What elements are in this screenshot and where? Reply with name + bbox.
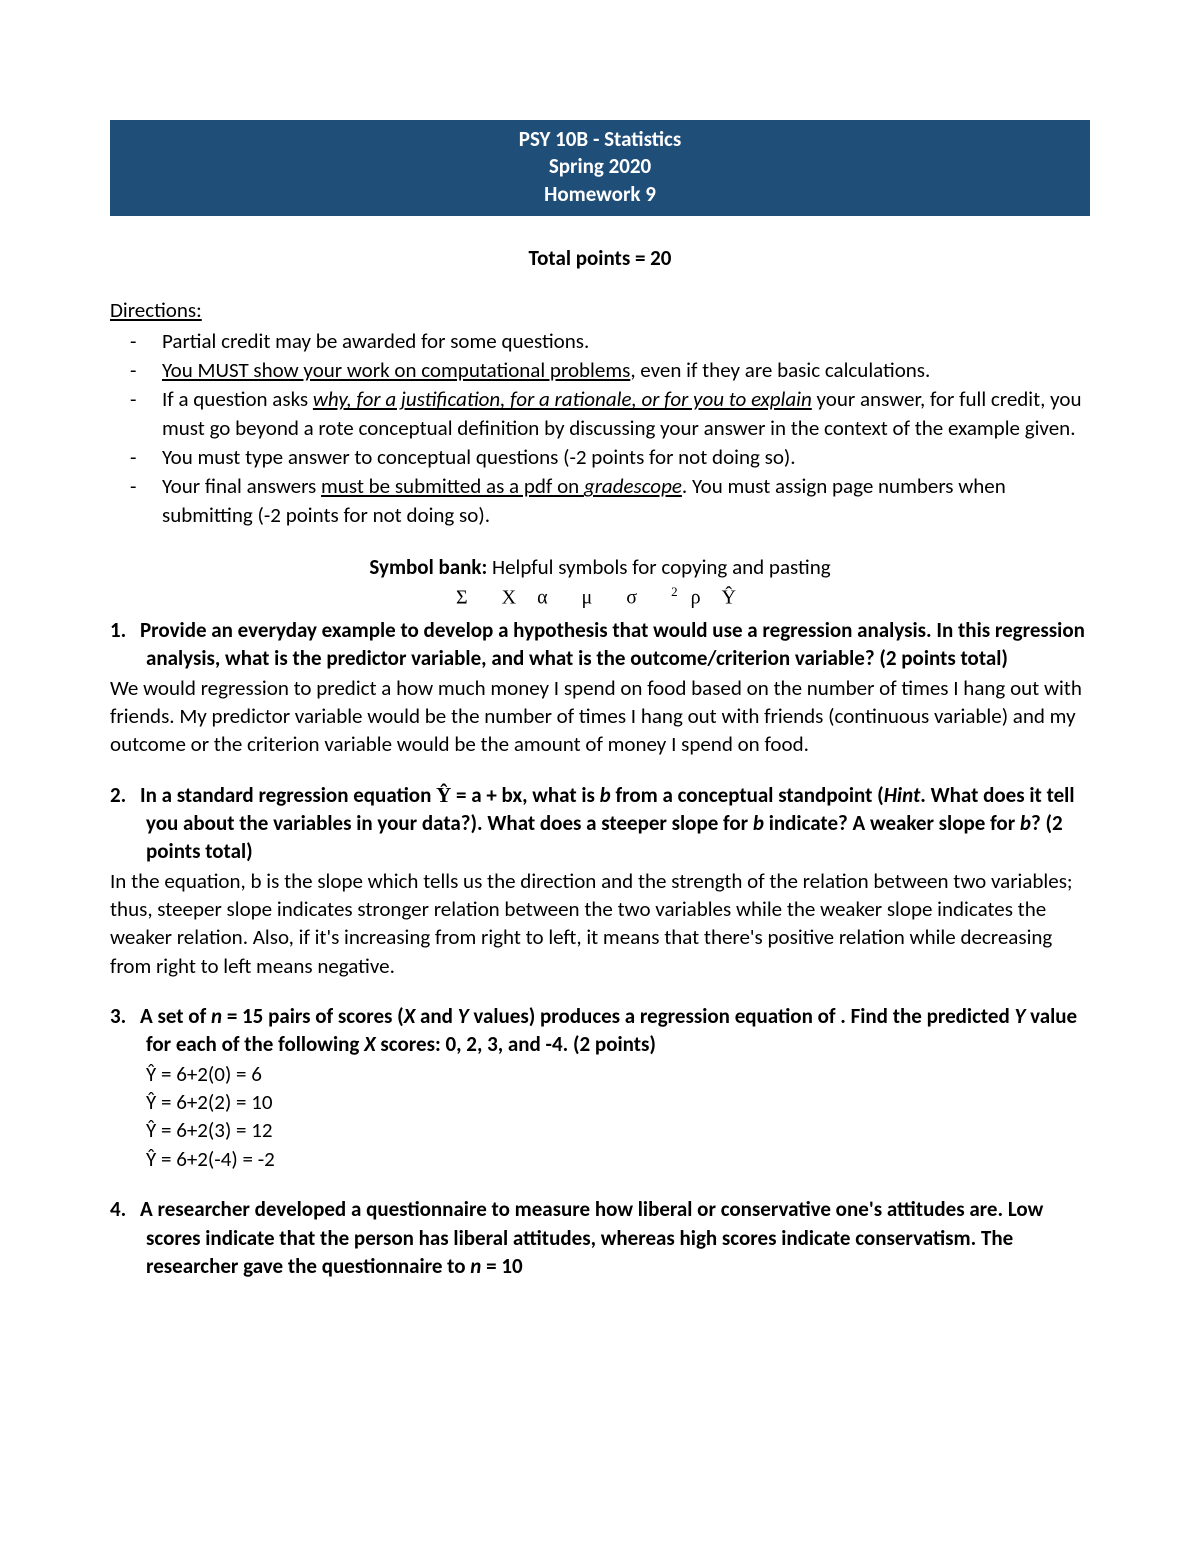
question-2-prompt-text: In a standard regression equation Ŷ = a … [140, 782, 1074, 865]
question-4-prompt-text: A researcher developed a questionnaire t… [140, 1196, 1043, 1279]
directions-heading: Directions: [110, 296, 1090, 324]
question-number: 4. [110, 1195, 140, 1223]
symbol-bank-symbols: Σ X α μ σ 2 ρ Ŷ [110, 583, 1090, 612]
direction-item: Your final answers must be submitted as … [146, 472, 1090, 529]
header-line-2: Spring 2020 [110, 153, 1090, 180]
question-number: 1. [110, 616, 140, 644]
calc-line: Ŷ = 6+2(2) = 10 [146, 1088, 1090, 1116]
calc-line: Ŷ = 6+2(-4) = -2 [146, 1145, 1090, 1173]
symbol-bank-label: Symbol bank: Helpful symbols for copying… [110, 553, 1090, 581]
question-2-prompt: 2.In a standard regression equation Ŷ = … [110, 781, 1090, 866]
symbol-bank-label-rest: Helpful symbols for copying and pasting [487, 554, 830, 580]
question-4: 4.A researcher developed a questionnaire… [110, 1195, 1090, 1280]
question-number: 3. [110, 1002, 140, 1030]
calc-line: Ŷ = 6+2(3) = 12 [146, 1116, 1090, 1144]
symbol-bank-label-bold: Symbol bank: [369, 554, 487, 580]
question-3-prompt-text: A set of n = 15 pairs of scores (X and Y… [140, 1003, 1077, 1057]
question-3-calculations: Ŷ = 6+2(0) = 6 Ŷ = 6+2(2) = 10 Ŷ = 6+2(3… [110, 1060, 1090, 1173]
question-1-prompt: 1.Provide an everyday example to develop… [110, 616, 1090, 673]
question-2-answer: In the equation, b is the slope which te… [110, 867, 1090, 980]
question-number: 2. [110, 781, 140, 809]
question-3-prompt: 3.A set of n = 15 pairs of scores (X and… [110, 1002, 1090, 1059]
direction-item: Partial credit may be awarded for some q… [146, 327, 1090, 355]
header-line-3: Homework 9 [110, 181, 1090, 208]
header-line-1: PSY 10B - Statistics [110, 126, 1090, 153]
directions-list: Partial credit may be awarded for some q… [110, 327, 1090, 529]
direction-item: You must type answer to conceptual quest… [146, 443, 1090, 471]
direction-item: You MUST show your work on computational… [146, 356, 1090, 384]
total-points: Total points = 20 [110, 244, 1090, 272]
calc-line: Ŷ = 6+2(0) = 6 [146, 1060, 1090, 1088]
question-1: 1.Provide an everyday example to develop… [110, 616, 1090, 759]
question-4-prompt: 4.A researcher developed a questionnaire… [110, 1195, 1090, 1280]
question-1-answer: We would regression to predict a how muc… [110, 674, 1090, 759]
direction-item: If a question asks why, for a justificat… [146, 385, 1090, 442]
document-header-banner: PSY 10B - Statistics Spring 2020 Homewor… [110, 120, 1090, 216]
question-3: 3.A set of n = 15 pairs of scores (X and… [110, 1002, 1090, 1173]
question-2: 2.In a standard regression equation Ŷ = … [110, 781, 1090, 980]
question-1-prompt-text: Provide an everyday example to develop a… [140, 617, 1085, 671]
